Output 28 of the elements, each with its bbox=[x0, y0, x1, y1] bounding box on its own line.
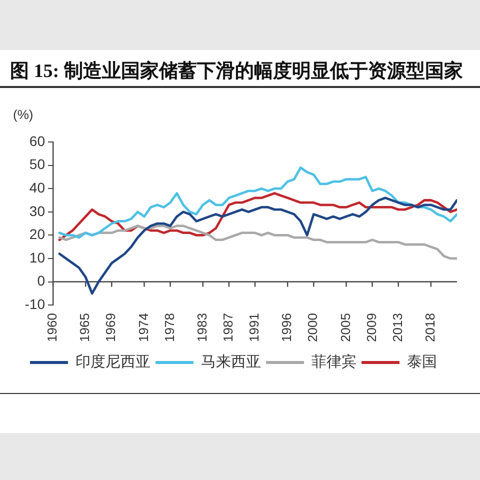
y-tick-label: 50 bbox=[29, 156, 46, 172]
x-tick-label: 1996 bbox=[279, 313, 294, 342]
y-tick-label: 10 bbox=[29, 249, 46, 266]
x-tick-label: 2013 bbox=[390, 313, 405, 342]
legend-label: 印度尼西亚 bbox=[76, 353, 150, 370]
x-tick-label: 1987 bbox=[220, 313, 236, 342]
y-tick-label: 0 bbox=[37, 272, 46, 289]
y-tick-label: 30 bbox=[29, 202, 46, 219]
chart-title: 图 15: 制造业国家储蓄下滑的幅度明显低于资源型国家 bbox=[10, 60, 463, 84]
legend-label: 菲律宾 bbox=[312, 353, 356, 370]
x-tick-label: 1978 bbox=[162, 313, 177, 342]
x-tick-label: 1969 bbox=[103, 313, 118, 342]
y-axis-title: (%) bbox=[13, 107, 34, 122]
x-tick-label: 2018 bbox=[422, 313, 438, 342]
x-tick-label: 2005 bbox=[338, 313, 353, 342]
y-tick-label: 60 bbox=[29, 132, 46, 149]
x-tick-label: 2009 bbox=[364, 313, 379, 342]
y-tick-label: -10 bbox=[24, 296, 46, 312]
legend-label: 马来西亚 bbox=[201, 353, 261, 370]
x-tick-label: 2000 bbox=[305, 313, 320, 342]
x-tick-label: 1965 bbox=[77, 313, 92, 342]
x-tick-label: 1983 bbox=[194, 313, 210, 342]
x-tick-label: 1960 bbox=[44, 313, 60, 342]
y-tick-label: 40 bbox=[29, 179, 46, 196]
x-tick-label: 1991 bbox=[246, 313, 262, 342]
x-tick-label: 1974 bbox=[136, 313, 151, 342]
y-tick-label: 20 bbox=[29, 226, 46, 242]
legend-label: 泰国 bbox=[407, 354, 437, 370]
